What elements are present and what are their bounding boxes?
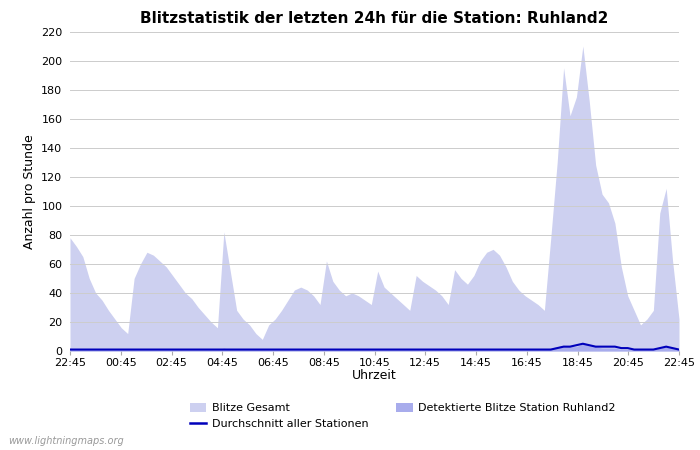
Text: www.lightningmaps.org: www.lightningmaps.org <box>8 436 124 446</box>
Legend: Blitze Gesamt, Durchschnitt aller Stationen, Detektierte Blitze Station Ruhland2: Blitze Gesamt, Durchschnitt aller Statio… <box>186 398 620 433</box>
Title: Blitzstatistik der letzten 24h für die Station: Ruhland2: Blitzstatistik der letzten 24h für die S… <box>140 11 609 26</box>
Y-axis label: Anzahl pro Stunde: Anzahl pro Stunde <box>22 134 36 248</box>
X-axis label: Uhrzeit: Uhrzeit <box>352 369 397 382</box>
